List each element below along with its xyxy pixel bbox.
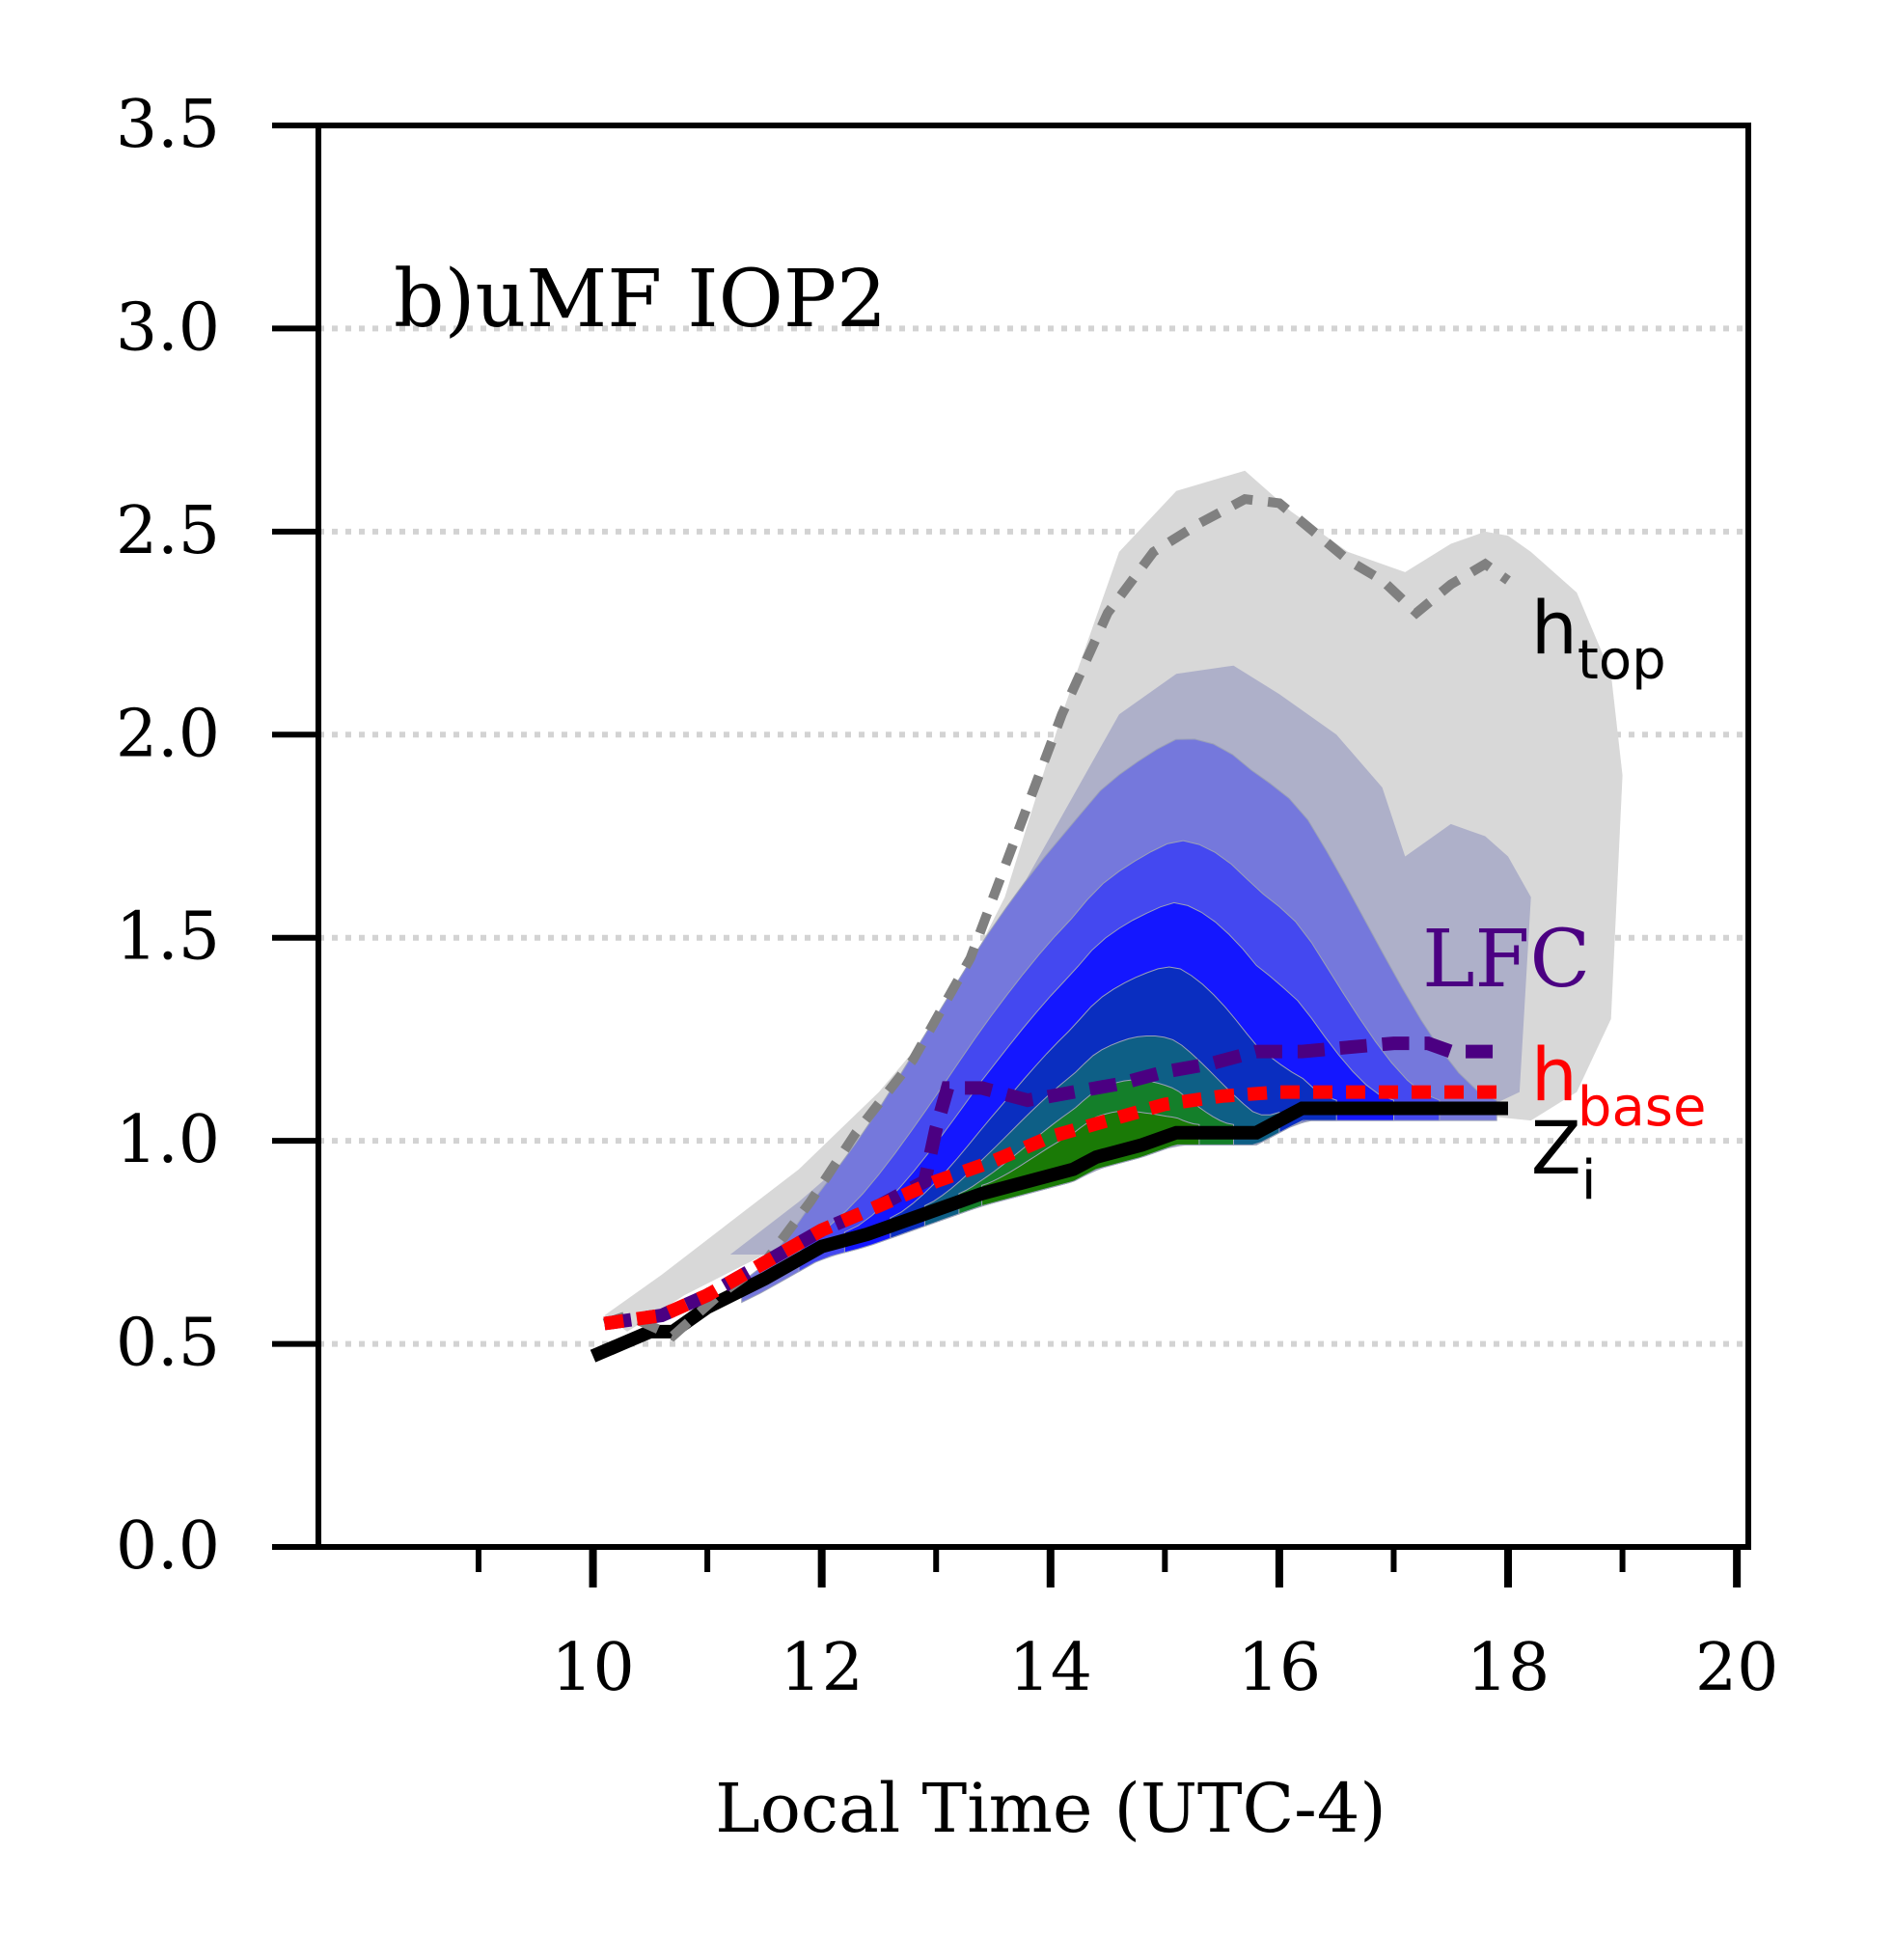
series-lines: [590, 494, 1511, 1363]
annotation-zi: Zi: [1531, 1105, 1597, 1212]
y-tick-label: 2.5: [116, 493, 220, 569]
series-line-hbase: [603, 1085, 1508, 1331]
x-tick-label: 14: [1009, 1630, 1093, 1706]
series-line-zi: [590, 1101, 1508, 1363]
x-axis-label: Local Time (UTC-4): [715, 1769, 1386, 1848]
y-tick-label: 1.0: [116, 1102, 220, 1178]
x-tick-label: 18: [1467, 1630, 1551, 1706]
y-tick-label: 1.5: [116, 899, 220, 976]
axes-frame: [316, 123, 1751, 1550]
series-line-lfc: [603, 1036, 1497, 1331]
y-tick-label: 3.5: [116, 87, 220, 163]
series-line-htop: [602, 494, 1511, 1342]
x-tick-label: 10: [551, 1630, 635, 1706]
x-tick-label: 16: [1238, 1630, 1322, 1706]
y-tick-label: 2.0: [116, 696, 220, 772]
panel-label: b)uMF IOP2: [394, 254, 887, 345]
annotation-hbase: hbase: [1531, 1032, 1707, 1139]
x-tick-label: 20: [1695, 1630, 1779, 1706]
y-tick-label: 0.0: [116, 1508, 220, 1585]
axis-ticks: 0.0 0.5 1.0 1.5 2.0 2.5 3.0 3.5 10 12 14 16 18 20: [116, 87, 1779, 1706]
y-tick-label: 0.5: [116, 1306, 220, 1382]
contour-fills: [604, 470, 1623, 1332]
annotation-htop: htop: [1531, 585, 1666, 692]
x-tick-label: 12: [780, 1630, 864, 1706]
annotation-lfc: LFC: [1422, 914, 1590, 1006]
y-tick-label: 3.0: [116, 290, 220, 366]
